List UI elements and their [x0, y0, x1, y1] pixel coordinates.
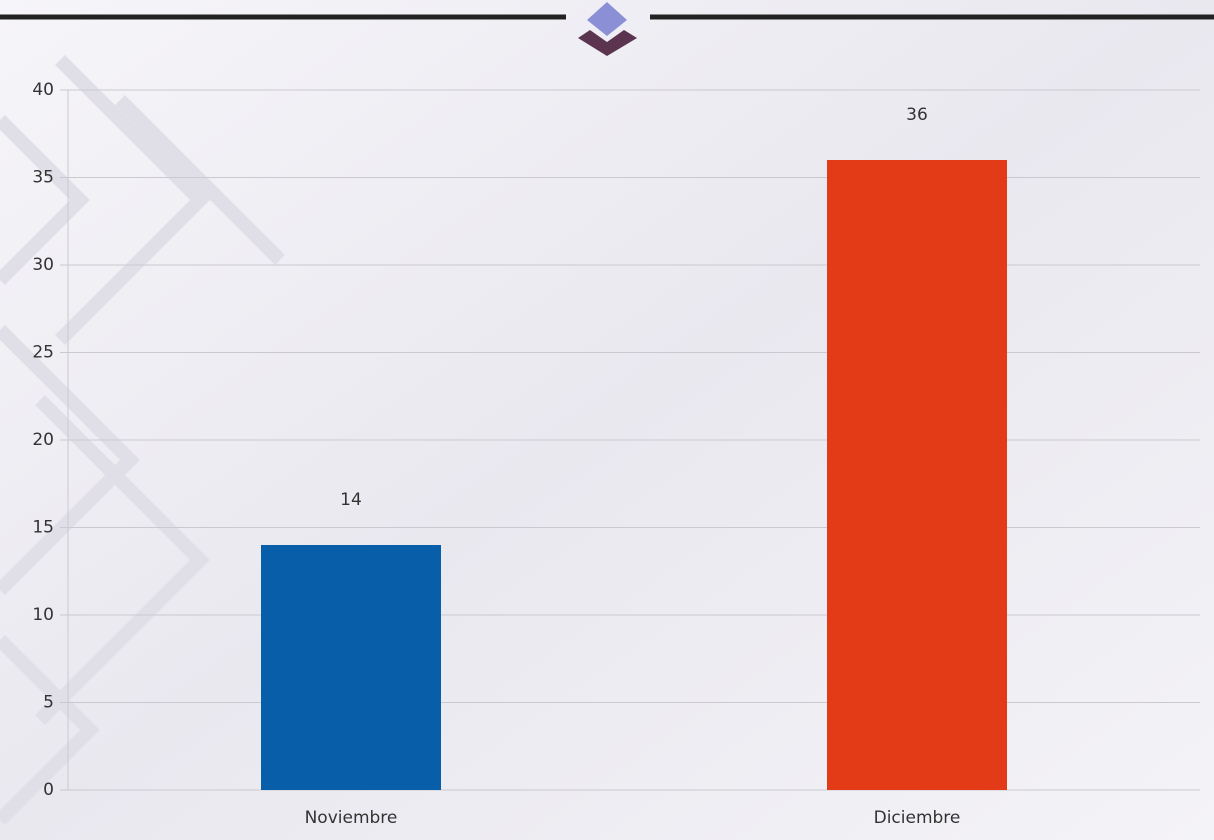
bar — [827, 160, 1007, 790]
y-tick-label: 0 — [43, 780, 54, 800]
y-tick-label: 20 — [32, 430, 54, 450]
x-tick-label: Diciembre — [874, 808, 961, 828]
y-tick-label: 15 — [32, 518, 54, 538]
y-tick-label: 40 — [32, 80, 54, 100]
bar — [261, 545, 441, 790]
y-tick-label: 5 — [43, 693, 54, 713]
y-tick-label: 10 — [32, 605, 54, 625]
header-decoration — [0, 2, 1214, 56]
x-tick-label: Noviembre — [305, 808, 398, 828]
data-label: 36 — [906, 105, 928, 125]
y-tick-label: 30 — [32, 255, 54, 275]
background-pattern — [0, 55, 285, 825]
y-tick-label: 35 — [32, 168, 54, 188]
y-tick-label: 25 — [32, 343, 54, 363]
plot-area: 0 5 10 15 20 25 30 35 40 Noviembre 14 Diciembre 36 — [32, 80, 1200, 828]
data-label: 14 — [340, 490, 362, 510]
